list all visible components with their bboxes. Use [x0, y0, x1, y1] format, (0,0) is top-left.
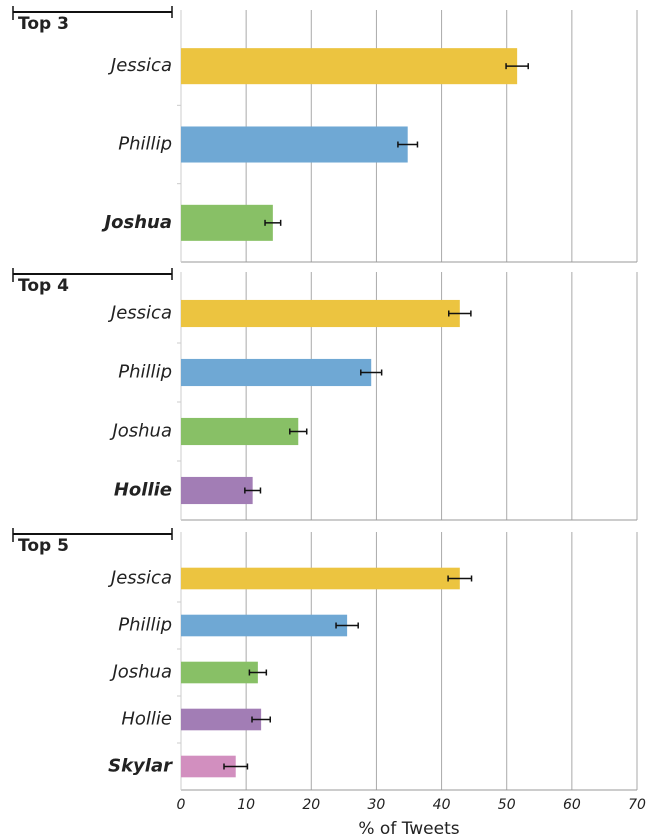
bar	[181, 358, 372, 387]
bar	[181, 661, 258, 684]
bar	[181, 48, 518, 85]
x-tick-label: 20	[302, 797, 320, 813]
bar	[181, 126, 408, 163]
x-tick-label: 70	[628, 797, 646, 813]
x-tick-label: 50	[498, 797, 516, 813]
category-label: Joshua	[109, 421, 172, 442]
x-axis-label: % of Tweets	[358, 819, 459, 839]
category-label: Joshua	[109, 662, 172, 683]
x-tick-label: 30	[368, 797, 386, 813]
panel-title: Top 5	[18, 536, 69, 556]
x-tick-label: 40	[433, 797, 451, 813]
category-label: Hollie	[114, 480, 172, 501]
panel-title: Top 4	[18, 276, 69, 296]
category-label: Skylar	[108, 756, 173, 777]
bar	[181, 204, 273, 241]
category-label: Phillip	[118, 615, 172, 636]
bar	[181, 299, 460, 328]
category-label: Phillip	[118, 362, 172, 383]
x-tick-label: 0	[177, 797, 186, 813]
x-tick-label: 60	[563, 797, 581, 813]
bar	[181, 476, 253, 505]
bar	[181, 755, 236, 778]
bar	[181, 708, 262, 731]
category-label: Joshua	[101, 212, 172, 233]
bar	[181, 567, 460, 590]
category-label: Hollie	[121, 709, 172, 730]
category-label: Jessica	[108, 55, 172, 76]
bar	[181, 417, 299, 446]
category-label: Jessica	[108, 568, 172, 589]
category-label: Phillip	[118, 134, 172, 155]
bar	[181, 614, 348, 637]
category-label: Jessica	[108, 303, 172, 324]
panel-title: Top 3	[18, 14, 69, 34]
x-tick-label: 10	[237, 797, 255, 813]
